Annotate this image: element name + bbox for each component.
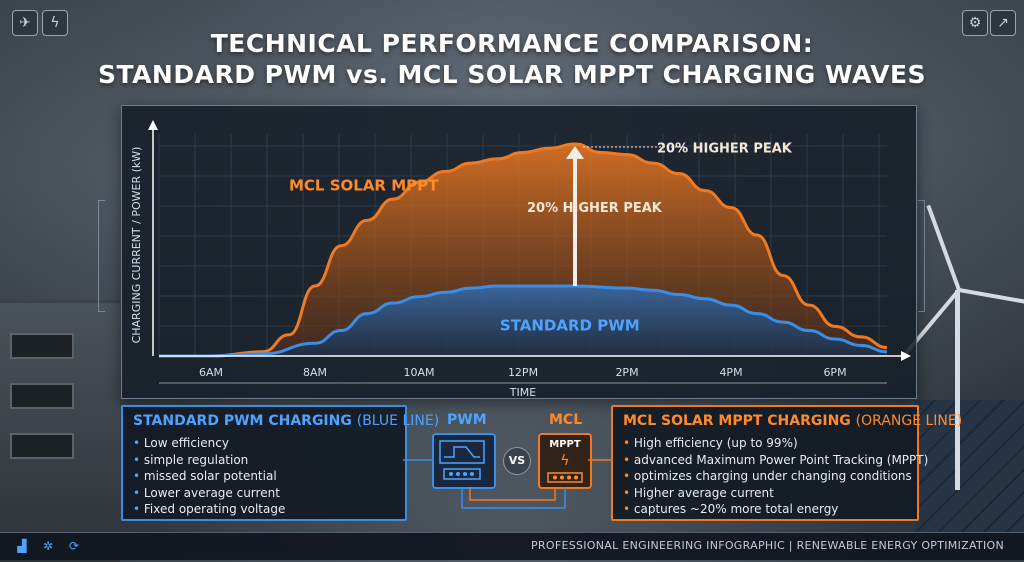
mppt-box-subtitle: (ORANGE LINE): [855, 413, 963, 429]
frame-bracket-right: [918, 200, 925, 312]
background-building: [0, 300, 120, 562]
pwm-waveform-icon: [439, 440, 485, 480]
mppt-series-line: [158, 142, 888, 358]
mppt-series-label: MCL SOLAR MPPT: [289, 177, 439, 195]
title-line-1: TECHNICAL PERFORMANCE COMPARISON:: [210, 29, 814, 58]
list-item: • Low efficiency: [133, 436, 229, 450]
mppt-feature-list: • High efficiency (up to 99%) • advanced…: [623, 435, 928, 518]
pwm-feature-list: • Low efficiency • simple regulation • m…: [133, 435, 285, 518]
building-window: [10, 333, 74, 359]
page-title: TECHNICAL PERFORMANCE COMPARISON: STANDA…: [0, 28, 1024, 90]
pwm-series-line: [158, 284, 888, 358]
chart-panel: 6AM 8AM 10AM 12PM 2PM 4PM 6PM TIME CHARGING CURR…: [121, 105, 917, 399]
refresh-icon[interactable]: ⟳: [68, 539, 80, 553]
peak-annotation-top: 20% HIGHER PEAK: [657, 141, 793, 156]
list-item: • optimizes charging under changing cond…: [623, 469, 912, 483]
list-item: • simple regulation: [133, 452, 249, 467]
x-tick-label: 8AM: [303, 366, 327, 379]
pwm-box-title-text: STANDARD PWM CHARGING: [133, 413, 352, 429]
x-tick-label: 2PM: [615, 366, 638, 379]
mppt-info-box: MCL SOLAR MPPT CHARGING (ORANGE LINE) • …: [611, 405, 962, 521]
list-item: • Fixed operating voltage: [133, 502, 286, 516]
pwm-series-area: [159, 286, 887, 356]
network-icon[interactable]: ✲: [42, 539, 54, 553]
y-axis-arrow: [148, 120, 158, 130]
x-tick-label: 6AM: [199, 366, 223, 379]
mppt-controller-icon: MPPT ϟ: [538, 433, 592, 489]
peak-annotation-mid: 20% HIGHER PEAK: [527, 201, 663, 216]
pwm-series-label: STANDARD PWM: [500, 317, 640, 335]
peak-arrow-head: [566, 146, 584, 159]
charging-chart: 6AM 8AM 10AM 12PM 2PM 4PM 6PM TIME CHARGING CURR…: [130, 120, 911, 398]
list-item: • High efficiency (up to 99%): [623, 436, 798, 450]
x-tick-label: 4PM: [719, 366, 742, 379]
footer-text: PROFESSIONAL ENGINEERING INFOGRAPHIC | R…: [530, 539, 1004, 552]
footer-bar: ▟ ✲ ⟳ PROFESSIONAL ENGINEERING INFOGRAPH…: [0, 532, 1024, 560]
pwm-controller-icon: [432, 433, 496, 489]
pwm-device-label: PWM: [447, 412, 487, 428]
x-tick-label: 10AM: [403, 366, 434, 379]
vs-badge: VS: [503, 447, 531, 475]
list-item: • captures ~20% more total energy: [623, 502, 839, 516]
mcl-device-label: MCL: [549, 412, 583, 428]
lightning-bolt-icon: ϟ: [560, 453, 570, 469]
building-window: [10, 433, 74, 459]
y-axis-label: CHARGING CURRENT / POWER (kW): [130, 147, 143, 344]
building-window: [10, 383, 74, 409]
mppt-box-title: MCL SOLAR MPPT CHARGING (ORANGE LINE): [623, 413, 962, 429]
airplane-icon[interactable]: ✈: [12, 10, 38, 36]
trend-up-icon[interactable]: ↗: [990, 10, 1016, 36]
list-item: • Lower average current: [133, 485, 280, 500]
list-item: • advanced Maximum Power Point Tracking …: [623, 452, 929, 467]
gear-icon[interactable]: ⚙: [962, 10, 988, 36]
pwm-info-box: STANDARD PWM CHARGING (BLUE LINE) • Low …: [121, 405, 439, 521]
lightning-icon[interactable]: ϟ: [42, 10, 68, 36]
x-axis-label: TIME: [509, 386, 536, 398]
pwm-box-subtitle: (BLUE LINE): [356, 413, 440, 429]
mppt-terminal-icon: [547, 472, 583, 483]
bar-chart-icon[interactable]: ▟: [17, 539, 27, 553]
list-item: • Higher average current: [623, 485, 774, 500]
list-item: • missed solar potential: [133, 469, 277, 483]
x-tick-label: 12PM: [508, 366, 538, 379]
mppt-box-title-text: MCL SOLAR MPPT CHARGING: [623, 413, 851, 429]
title-line-2: STANDARD PWM vs. MCL SOLAR MPPT CHARGING…: [97, 60, 927, 89]
wind-turbine: [955, 290, 960, 490]
x-axis-arrow: [901, 351, 911, 361]
pwm-box-title: STANDARD PWM CHARGING (BLUE LINE): [133, 413, 439, 429]
x-tick-label: 6PM: [823, 366, 846, 379]
mppt-device-text: MPPT: [549, 439, 581, 450]
frame-bracket-left: [98, 200, 105, 312]
